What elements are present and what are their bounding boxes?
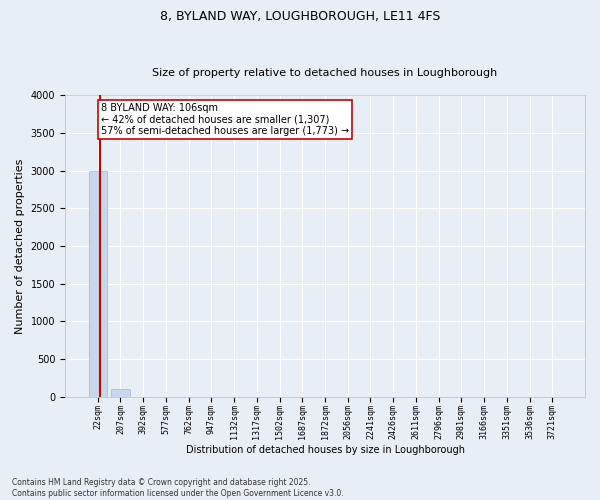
Y-axis label: Number of detached properties: Number of detached properties xyxy=(15,158,25,334)
Title: Size of property relative to detached houses in Loughborough: Size of property relative to detached ho… xyxy=(152,68,497,78)
Text: Contains HM Land Registry data © Crown copyright and database right 2025.
Contai: Contains HM Land Registry data © Crown c… xyxy=(12,478,344,498)
Text: 8 BYLAND WAY: 106sqm
← 42% of detached houses are smaller (1,307)
57% of semi-de: 8 BYLAND WAY: 106sqm ← 42% of detached h… xyxy=(101,103,349,136)
Bar xyxy=(112,388,130,397)
Bar xyxy=(89,171,107,397)
Text: 8, BYLAND WAY, LOUGHBOROUGH, LE11 4FS: 8, BYLAND WAY, LOUGHBOROUGH, LE11 4FS xyxy=(160,10,440,23)
X-axis label: Distribution of detached houses by size in Loughborough: Distribution of detached houses by size … xyxy=(185,445,464,455)
